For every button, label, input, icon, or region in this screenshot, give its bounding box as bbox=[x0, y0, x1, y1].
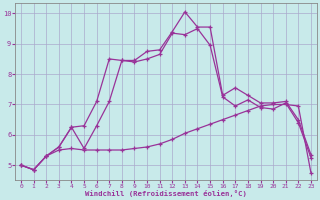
X-axis label: Windchill (Refroidissement éolien,°C): Windchill (Refroidissement éolien,°C) bbox=[85, 190, 247, 197]
